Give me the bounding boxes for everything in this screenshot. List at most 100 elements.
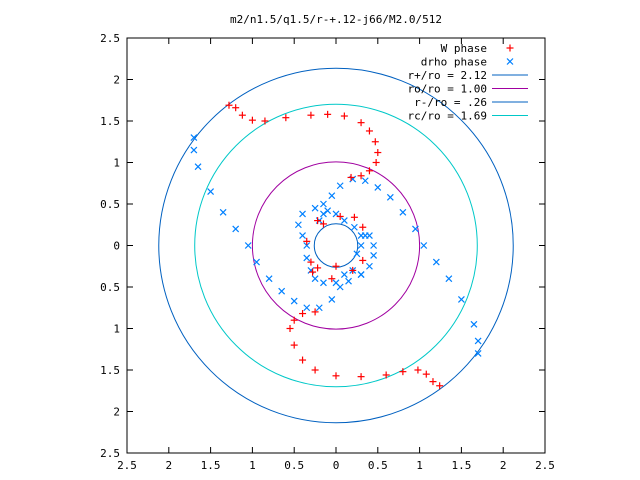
w-phase-point [225,101,233,109]
drho-phase-point-b [386,193,394,201]
w-phase-point [286,325,294,332]
y-tick-label: 2.5 [100,32,120,45]
w-phase-point [357,373,365,381]
x-tick-label: 2 [500,459,507,472]
drho-phase-series [190,134,482,357]
drho-phase-point [294,221,302,229]
drho-phase-point [244,242,252,249]
drho-phase-point-b [328,192,336,200]
x-tick-label: 1.5 [201,459,221,472]
drho-phase-point [411,225,419,233]
drho-phase-point-b [366,262,373,270]
drho-phase-point [303,242,311,249]
w-phase-point [365,127,373,135]
drho-phase-point [324,207,332,215]
legend-entry: r+/ro = 2.12 [408,69,528,82]
drho-phase-point [345,277,352,285]
legend-label: r-/ro = .26 [414,96,487,109]
drho-phase-point [357,232,365,239]
drho-phase-point-b [244,242,252,249]
w-phase-point [314,264,322,272]
w-phase-point [314,217,322,225]
legend-entry: W phase [441,42,514,55]
x-tick-label: 0.5 [368,459,388,472]
w-phase-point [349,266,357,274]
drho-phase-point [303,254,311,262]
drho-phase-point [190,134,198,142]
drho-phase-point [366,262,373,270]
circle-rc-ring [194,103,478,388]
legend-label: rc/ro = 1.69 [408,110,487,123]
drho-phase-point [207,188,215,195]
w-phase-point [340,112,348,120]
drho-phase-point-b [311,204,319,212]
drho-phase-point [290,297,298,305]
y-tick-label: 2 [113,406,120,419]
w-phase-point [422,370,430,378]
drho-phase-point-b [370,242,378,249]
w-phase-point [311,308,319,316]
w-phase-point [299,356,307,364]
drho-phase-point-b [320,200,327,208]
w-phase-point [350,213,358,221]
drho-phase-point-b [336,182,344,190]
drho-phase-point-b [370,252,378,259]
drho-phase-point-b [506,58,514,65]
drho-phase-point [219,208,227,216]
drho-phase-point-b [194,163,202,171]
drho-phase-point [265,275,273,283]
x-tick-label: 1 [249,459,256,472]
drho-phase-point [311,204,319,212]
drho-phase-point-b [290,297,298,305]
y-tick-label: 2 [113,74,120,87]
w-phase-point [365,167,373,175]
axes-layer: 2.5 2 1.5 1 0.5 0 0.5 1 1.5 2 2.52.521.510.500.511… [100,32,555,472]
drho-phase-point-b [457,296,465,303]
drho-phase-point [374,183,382,191]
drho-phase-point-b [303,304,311,312]
drho-phase-point [328,192,336,200]
drho-phase-point [432,258,440,266]
w-phase-point [436,382,444,390]
drho-phase-point-b [294,221,302,229]
circle-r+-ring [158,67,514,424]
drho-phase-point [506,58,514,65]
drho-phase-point [386,193,394,201]
w-phase-point [399,368,407,376]
drho-phase-point-b [357,271,365,278]
drho-phase-point-b [353,250,361,258]
drho-phase-point [474,349,482,357]
w-phase-point [374,149,382,157]
drho-phase-point-b [320,210,327,218]
drho-phase-point [311,275,319,283]
x-tick-label: 0.5 [284,459,304,472]
drho-phase-point [361,177,369,185]
w-phase-point [336,212,344,220]
chart-title: m2/n1.5/q1.5/r-+.12-j66/M2.0/512 [230,13,442,26]
drho-phase-point-b [474,337,482,345]
legend-entry: rc/ro = 1.69 [408,110,528,123]
legend-entry: r-/ro = .26 [414,96,528,109]
drho-phase-point [320,279,327,287]
drho-phase-point [457,296,465,303]
drho-phase-point-b [190,134,198,142]
drho-phase-point [303,304,311,312]
w-phase-point [311,366,319,374]
legend-entry: drho phase [421,56,514,69]
drho-phase-point-b [411,225,419,233]
x-tick-label: 2.5 [535,459,555,472]
w-phase-point [347,173,355,181]
y-tick-label: 1 [113,323,120,336]
w-phase-point [328,275,336,283]
drho-phase-point [315,304,323,312]
w-phase-point [359,223,367,231]
w-phase-point [309,268,317,276]
w-phase-point [261,117,269,125]
drho-phase-point-b [324,207,332,215]
legend-label: drho phase [421,56,487,69]
drho-phase-point [336,182,344,190]
w-phase-point [414,366,422,374]
w-phase-point [357,172,365,180]
drho-phase-point [253,258,261,266]
